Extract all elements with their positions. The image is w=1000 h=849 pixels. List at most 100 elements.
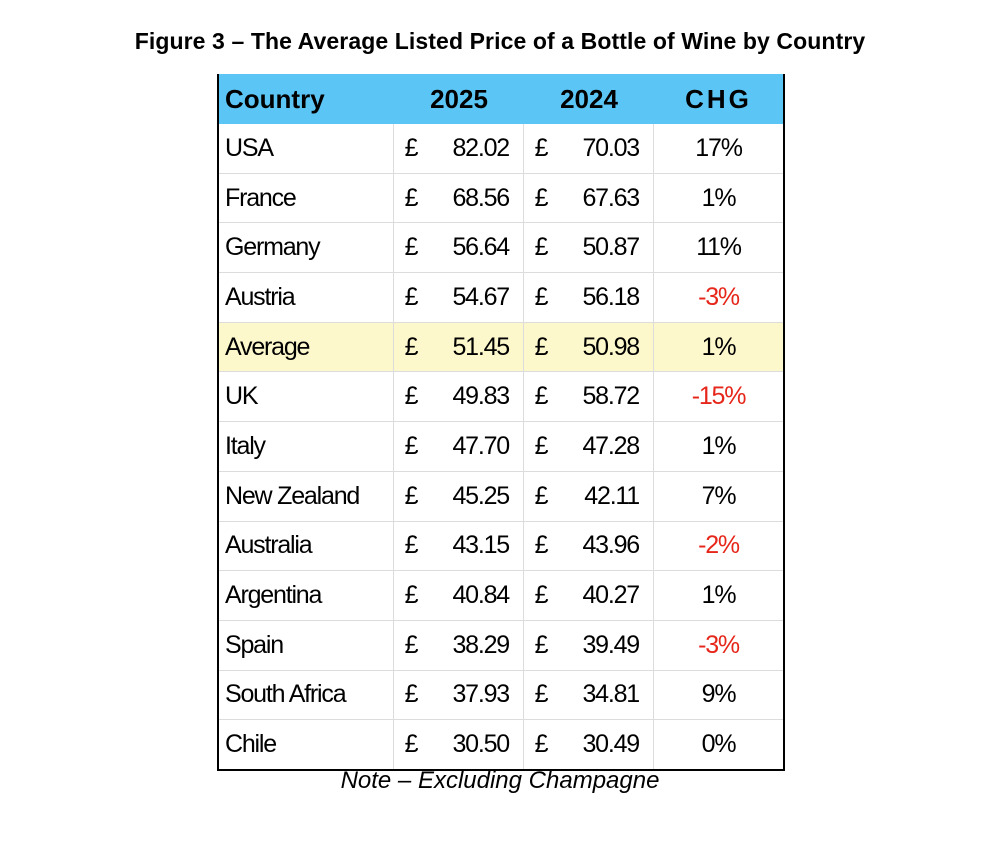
price-y2024-cell: £70.03 [524,124,654,173]
price-y2025-cell: £51.45 [394,322,524,372]
currency-symbol: £ [534,431,549,460]
change-cell: 11% [696,233,742,262]
price-value: 30.50 [452,730,510,759]
price-y2024-cell: £43.96 [524,521,654,571]
country-cell: South Africa [219,670,394,720]
price-y2025-cell: £40.84 [394,571,524,620]
price-y2024-cell: £39.49 [524,620,654,670]
price-y2025-cell: £54.67 [394,273,524,322]
table-row: Chile £30.50 £30.49 0% [219,719,783,769]
price-value: 54.67 [452,282,510,311]
currency-symbol: £ [404,282,419,311]
country-cell: Australia [219,521,394,571]
country-cell: Spain [219,620,394,670]
change-cell: -3% [698,282,740,311]
change-cell: 7% [701,481,737,510]
currency-symbol: £ [404,183,419,212]
price-y2024-cell: £42.11 [524,471,654,521]
price-value: 50.98 [582,332,640,361]
currency-symbol: £ [404,730,419,759]
price-y2025-cell: £49.83 [394,372,524,422]
change-cell: 9% [701,680,737,709]
currency-symbol: £ [534,133,549,162]
currency-symbol: £ [404,630,419,659]
change-cell: -3% [698,630,740,659]
country-cell: UK [219,372,394,422]
price-y2025-cell: £82.02 [394,124,524,173]
change-cell: -15% [691,382,747,411]
table-note: Note – Excluding Champagne [340,767,660,794]
table-row: New Zealand £45.25 £42.11 7% [219,470,783,521]
change-cell: 0% [701,730,737,759]
change-cell: 17% [695,133,743,162]
price-value: 39.49 [582,630,640,659]
currency-symbol: £ [404,481,419,510]
currency-symbol: £ [534,630,549,659]
price-y2025-cell: £47.70 [394,422,524,471]
price-value: 40.27 [582,581,640,610]
price-y2024-cell: £34.81 [524,670,654,720]
currency-symbol: £ [404,680,419,709]
price-y2025-cell: £56.64 [394,223,524,273]
country-cell: France [219,173,394,223]
table-header: Country 2025 2024 CHG [219,74,783,124]
table-row: France £68.56 £67.63 1% [219,172,783,223]
table-body: USA £82.02 £70.03 17% France £68.56 £67.63 1% Ge… [219,124,783,769]
country-cell: Average [219,322,394,372]
price-value: 68.56 [452,183,510,212]
table-row: Germany £56.64 £50.87 11% [219,222,783,273]
price-value: 43.96 [582,531,640,560]
wine-price-table: Country 2025 2024 CHG USA £82.02 £70.03 17%… [217,74,785,771]
price-value: 67.63 [582,183,640,212]
price-y2024-cell: £50.98 [524,322,654,372]
change-cell: 1% [701,183,737,212]
price-value: 42.11 [584,481,640,510]
table-row: Spain £38.29 £39.49 -3% [219,619,783,670]
price-y2025-cell: £43.15 [394,521,524,571]
header-country: Country [225,83,325,114]
country-cell: Chile [219,720,394,769]
table-row: Average £51.45 £50.98 1% [219,321,783,372]
country-cell: USA [219,124,394,173]
currency-symbol: £ [534,183,549,212]
price-value: 43.15 [452,531,510,560]
currency-symbol: £ [404,581,419,610]
currency-symbol: £ [534,730,549,759]
country-cell: Germany [219,223,394,273]
price-value: 45.25 [452,481,510,510]
price-value: 49.83 [452,382,510,411]
currency-symbol: £ [534,680,549,709]
currency-symbol: £ [404,531,419,560]
price-value: 30.49 [582,730,640,759]
country-cell: Argentina [219,571,394,620]
country-cell: New Zealand [219,471,394,521]
header-2024: 2024 [560,83,618,114]
country-cell: Italy [219,422,394,471]
price-value: 34.81 [582,680,640,709]
table-row: UK £49.83 £58.72 -15% [219,371,783,422]
price-y2024-cell: £47.28 [524,422,654,471]
change-cell: 1% [701,581,737,610]
header-chg: CHG [685,83,752,114]
table-row: Italy £47.70 £47.28 1% [219,421,783,471]
price-y2025-cell: £38.29 [394,620,524,670]
price-y2024-cell: £30.49 [524,720,654,769]
price-y2025-cell: £37.93 [394,670,524,720]
price-value: 38.29 [452,630,510,659]
currency-symbol: £ [534,481,549,510]
currency-symbol: £ [404,133,419,162]
currency-symbol: £ [534,233,549,262]
price-value: 47.28 [582,431,640,460]
currency-symbol: £ [534,581,549,610]
table-row: Australia £43.15 £43.96 -2% [219,520,783,571]
price-y2024-cell: £56.18 [524,273,654,322]
currency-symbol: £ [404,332,419,361]
change-cell: 1% [701,431,737,460]
table-row: South Africa £37.93 £34.81 9% [219,669,783,720]
currency-symbol: £ [534,332,549,361]
country-cell: Austria [219,273,394,322]
change-cell: 1% [701,332,737,361]
price-y2025-cell: £30.50 [394,720,524,769]
header-2025: 2025 [430,83,488,114]
price-y2025-cell: £45.25 [394,471,524,521]
